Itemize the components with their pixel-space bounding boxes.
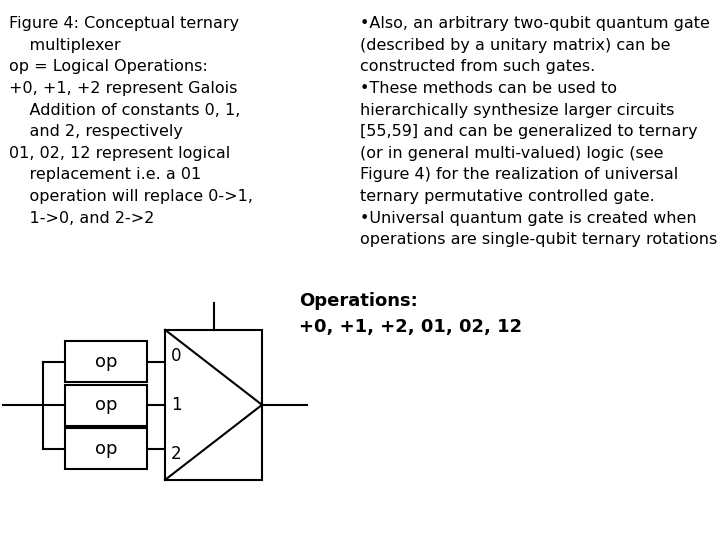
Text: 0: 0 bbox=[171, 347, 181, 365]
Text: 1: 1 bbox=[171, 396, 181, 414]
Text: op: op bbox=[95, 396, 117, 414]
Bar bbox=[165, 330, 262, 480]
Bar bbox=[65, 428, 147, 469]
Text: Operations:
+0, +1, +2, 01, 02, 12: Operations: +0, +1, +2, 01, 02, 12 bbox=[299, 292, 522, 336]
Text: 2: 2 bbox=[171, 444, 181, 463]
Bar bbox=[65, 384, 147, 426]
Text: op: op bbox=[95, 440, 117, 458]
Text: op: op bbox=[95, 353, 117, 370]
Text: Figure 4: Conceptual ternary
    multiplexer
op = Logical Operations:
+0, +1, +2: Figure 4: Conceptual ternary multiplexer… bbox=[9, 16, 253, 226]
Text: •Also, an arbitrary two-qubit quantum gate
(described by a unitary matrix) can b: •Also, an arbitrary two-qubit quantum ga… bbox=[360, 16, 717, 247]
Bar bbox=[65, 341, 147, 382]
